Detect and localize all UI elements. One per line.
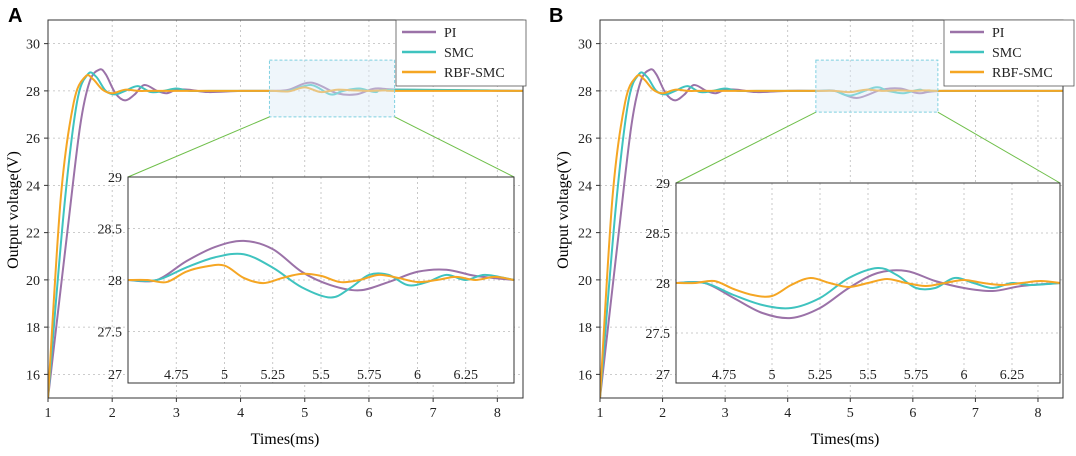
x-axis-title: Times(ms) — [811, 431, 880, 448]
zoom-connector-right — [937, 111, 1061, 184]
legend: PI SMC RBF-SMC — [943, 19, 1075, 87]
inset-y-tick-label: 27 — [108, 368, 122, 383]
panel-label: A — [8, 5, 22, 27]
plot-frame — [47, 19, 524, 399]
inset-x-tick-label: 4.75 — [712, 368, 737, 383]
legend-entry-smc: SMC — [992, 46, 1022, 61]
inset-frame — [127, 176, 515, 384]
y-tick-label: 22 — [26, 227, 40, 242]
y-tick-label: 16 — [26, 368, 40, 383]
inset-y-tick-label: 27.5 — [98, 326, 123, 341]
y-axis-title: Output voltage(V) — [5, 151, 22, 269]
zoom-connector-left — [675, 111, 817, 184]
x-tick-label: 2 — [109, 406, 116, 421]
inset-x-tick-label: 5.75 — [904, 368, 929, 383]
inset-x-tick-label: 5 — [769, 368, 776, 383]
series-line-rbf-smc — [600, 74, 1063, 398]
y-tick-label: 30 — [26, 38, 40, 53]
inset-y-tick-label: 27.5 — [646, 327, 671, 342]
zoom-region-box — [815, 59, 939, 113]
x-tick-label: 8 — [1034, 406, 1041, 421]
inset-series-line-smc — [676, 266, 1060, 310]
y-tick-label: 30 — [578, 38, 592, 53]
x-tick-label: 1 — [45, 406, 52, 421]
inset-series-line-rbf-smc — [676, 276, 1060, 298]
x-tick-label: 3 — [722, 406, 729, 421]
inset-frame — [675, 182, 1061, 384]
inset-x-tick-label: 5.5 — [312, 368, 330, 383]
y-tick-label: 26 — [578, 132, 592, 147]
x-tick-label: 3 — [173, 406, 180, 421]
y-tick-label: 28 — [26, 85, 40, 100]
x-tick-label: 8 — [494, 406, 501, 421]
inset-x-tick-label: 6.25 — [454, 368, 479, 383]
panel-A: A 1 2 3 4 5 6 7 8 16 18 20 22 24 26 28 30 Times(ms) Output… — [5, 5, 527, 448]
panel-B: B 1 2 3 4 5 6 7 8 16 18 20 22 24 26 28 30 Times(ms) Output… — [549, 5, 1075, 448]
inset-x-tick-label: 5.25 — [261, 368, 286, 383]
x-tick-label: 6 — [365, 406, 372, 421]
legend: PI SMC RBF-SMC — [395, 19, 527, 87]
inset-x-tick-label: 4.75 — [164, 368, 189, 383]
series-line-rbf-smc — [48, 74, 523, 398]
x-tick-label: 6 — [909, 406, 916, 421]
inset-y-tick-label: 28 — [108, 274, 122, 289]
inset-y-tick-label: 28 — [656, 277, 670, 292]
x-axis-title: Times(ms) — [251, 431, 320, 448]
inset-plot: 4.75 5 5.25 5.5 5.75 6 6.25 27 27.5 28 28.5 29 — [646, 177, 1061, 384]
legend-entry-smc: SMC — [444, 46, 474, 61]
panel-label: B — [549, 5, 563, 27]
inset-y-tick-label: 28.5 — [646, 227, 671, 242]
y-tick-label: 20 — [578, 274, 592, 289]
x-tick-label: 1 — [597, 406, 604, 421]
inset-series-line-rbf-smc — [128, 263, 514, 285]
x-tick-label: 5 — [301, 406, 308, 421]
inset-x-tick-label: 5.5 — [859, 368, 877, 383]
x-tick-label: 4 — [784, 406, 791, 421]
inset-y-tick-label: 28.5 — [98, 223, 123, 238]
y-tick-label: 28 — [578, 85, 592, 100]
inset-plot: 4.75 5 5.25 5.5 5.75 6 6.25 27 27.5 28 28.5 29 — [98, 171, 515, 384]
legend-entry-rbf-smc: RBF-SMC — [992, 66, 1053, 81]
y-tick-label: 24 — [578, 179, 592, 194]
y-tick-label: 18 — [578, 321, 592, 336]
zoom-connector-left — [127, 116, 270, 178]
y-tick-label: 22 — [578, 227, 592, 242]
inset-y-tick-label: 29 — [656, 177, 670, 192]
y-tick-label: 20 — [26, 274, 40, 289]
inset-x-tick-label: 6 — [961, 368, 968, 383]
plot-frame — [599, 19, 1064, 399]
x-tick-label: 7 — [430, 406, 437, 421]
y-tick-label: 26 — [26, 132, 40, 147]
inset-x-tick-label: 5 — [221, 368, 228, 383]
inset-x-tick-label: 6.25 — [1000, 368, 1025, 383]
x-tick-label: 7 — [972, 406, 979, 421]
inset-x-tick-label: 6 — [414, 368, 421, 383]
inset-y-tick-label: 27 — [656, 368, 670, 383]
y-tick-label: 24 — [26, 179, 40, 194]
inset-series-line-pi — [676, 269, 1060, 320]
inset-series-line-smc — [128, 252, 514, 299]
x-tick-label: 5 — [847, 406, 854, 421]
zoom-connector-right — [394, 116, 515, 178]
x-tick-label: 2 — [659, 406, 666, 421]
legend-entry-pi: PI — [444, 26, 457, 41]
y-tick-label: 18 — [26, 321, 40, 336]
inset-series-line-pi — [128, 239, 514, 292]
y-tick-label: 16 — [578, 368, 592, 383]
y-axis-title: Output voltage(V) — [555, 151, 572, 269]
inset-y-tick-label: 29 — [108, 171, 122, 186]
series-line-smc — [600, 71, 1063, 398]
legend-entry-pi: PI — [992, 26, 1005, 41]
inset-x-tick-label: 5.75 — [357, 368, 382, 383]
x-tick-label: 4 — [237, 406, 244, 421]
zoom-region-box — [268, 59, 396, 118]
inset-x-tick-label: 5.25 — [808, 368, 833, 383]
legend-entry-rbf-smc: RBF-SMC — [444, 66, 505, 81]
